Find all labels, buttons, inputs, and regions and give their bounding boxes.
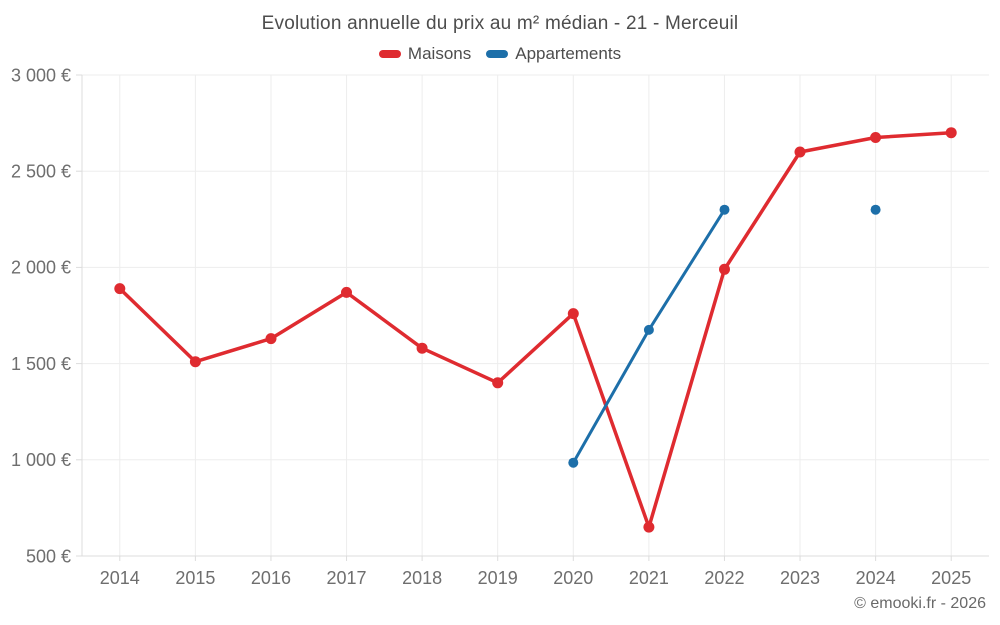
chart-title: Evolution annuelle du prix au m² médian … [261, 13, 739, 34]
data-point-appartements [643, 324, 654, 335]
data-point-maisons [189, 356, 201, 368]
data-point-maisons [945, 127, 957, 139]
data-point-maisons [265, 333, 277, 345]
y-axis-label: 2 000 € [11, 258, 71, 278]
y-axis-label: 2 500 € [11, 162, 71, 182]
legend-item-maisons: Maisons [378, 44, 472, 64]
data-point-maisons [719, 263, 730, 275]
appartements-legend-swatch [486, 50, 509, 58]
data-point-maisons [416, 342, 428, 354]
x-axis-label: 2021 [629, 568, 669, 588]
legend-item-appartements: Appartements [486, 44, 621, 64]
maisons-legend-swatch [378, 50, 401, 58]
x-axis-label: 2018 [402, 568, 442, 588]
data-point-appartements [568, 457, 579, 468]
x-axis-label: 2017 [327, 568, 367, 588]
x-axis-label: 2024 [856, 568, 896, 588]
data-point-maisons [567, 308, 579, 320]
x-axis-label: 2020 [553, 568, 593, 588]
maisons-legend-label: Maisons [407, 44, 472, 63]
y-axis-label: 1 500 € [11, 354, 71, 374]
data-point-appartements [719, 204, 730, 215]
data-point-maisons [114, 283, 126, 295]
series-line-maisons [118, 130, 953, 529]
chart-legend: Maisons Appartements [0, 44, 1000, 64]
x-axis-label: 2015 [175, 568, 215, 588]
x-axis-label: 2022 [704, 568, 744, 588]
y-axis-label: 500 € [26, 546, 71, 566]
data-point-appartements [870, 204, 881, 215]
x-axis-label: 2025 [931, 568, 971, 588]
data-point-maisons [794, 146, 806, 158]
data-point-maisons [492, 377, 504, 389]
x-axis-label: 2019 [478, 568, 518, 588]
data-point-maisons [643, 521, 655, 533]
y-axis-label: 3 000 € [11, 65, 71, 85]
x-axis-label: 2016 [251, 568, 291, 588]
y-axis-label: 1 000 € [11, 450, 71, 470]
data-point-maisons [341, 286, 352, 298]
data-point-maisons [870, 132, 882, 143]
x-axis-label: 2023 [780, 568, 820, 588]
appartements-legend-label: Appartements [515, 44, 622, 63]
copyright-footer: © emooki.fr - 2026 [854, 595, 986, 612]
x-axis-label: 2014 [100, 568, 140, 588]
